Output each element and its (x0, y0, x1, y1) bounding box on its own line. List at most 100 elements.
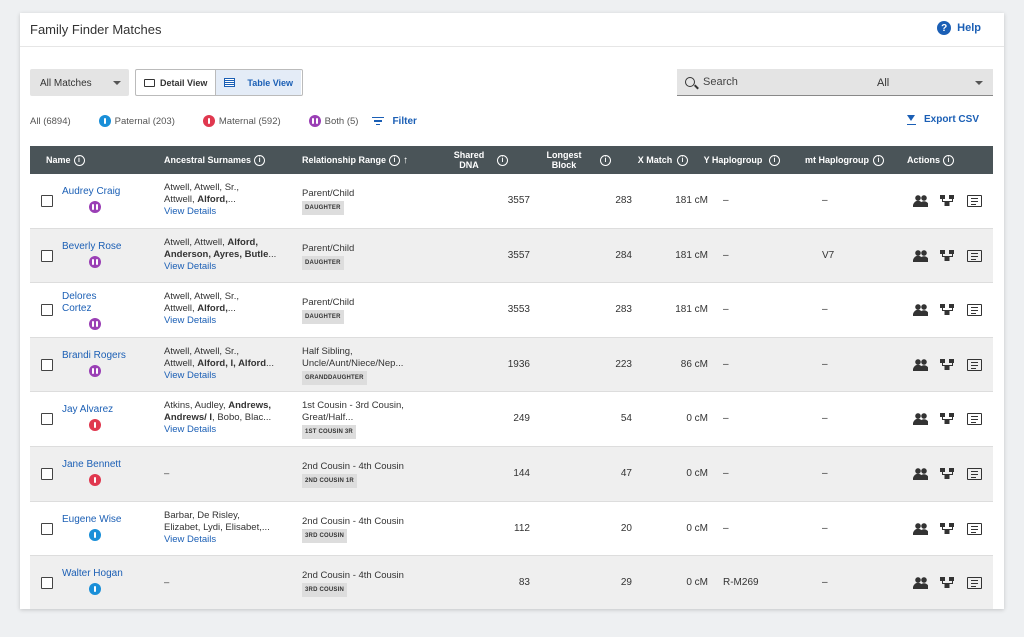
col-x-match[interactable]: X Match i (636, 146, 688, 174)
export-csv-button[interactable]: Export CSV (906, 113, 979, 125)
match-name-link[interactable]: Brandi Rogers (62, 350, 152, 377)
compare-people-icon[interactable] (913, 413, 928, 426)
match-name-link[interactable]: Beverly Rose (62, 241, 152, 268)
family-tree-icon[interactable] (940, 413, 955, 425)
y-haplogroup: – (723, 249, 729, 261)
match-name-link[interactable]: Audrey Craig (62, 186, 152, 213)
filter-button[interactable]: Filter (372, 116, 417, 127)
search-input[interactable] (703, 76, 853, 88)
row-checkbox[interactable] (41, 249, 53, 262)
row-checkbox[interactable] (41, 522, 53, 535)
row-checkbox[interactable] (41, 195, 53, 207)
relationship-tag: 2ND COUSIN 1R (302, 473, 357, 488)
ancestral-surnames: Barbar, De Risley, Elizabet, Lydi, Elisab… (164, 510, 284, 546)
relationship-range: 2nd Cousin - 4th Cousin 3RD COUSIN (302, 516, 427, 543)
col-name[interactable]: Name i (46, 146, 85, 174)
view-details-link[interactable]: View Details (164, 206, 217, 217)
family-tree-icon[interactable] (940, 358, 955, 371)
family-tree-icon[interactable] (940, 467, 955, 480)
view-details-link[interactable]: View Details (164, 315, 217, 327)
row-checkbox[interactable] (41, 304, 53, 317)
col-mt-haplogroup[interactable]: mt Haplogroup i (804, 146, 884, 174)
info-icon[interactable]: i (497, 154, 508, 166)
match-name-link[interactable]: Jane Bennett (62, 459, 152, 486)
info-icon[interactable]: i (769, 154, 780, 166)
row-checkbox[interactable] (41, 577, 53, 590)
col-longest[interactable]: Longest Block i (545, 146, 611, 174)
compare-people-icon[interactable] (913, 358, 928, 371)
relationship-tag: GRANDDAUGHTER (302, 370, 367, 385)
notes-icon[interactable] (967, 467, 982, 480)
relationship-tag: 3RD COUSIN (302, 583, 348, 598)
y-haplogroup: – (723, 304, 729, 316)
family-tree-icon[interactable] (940, 249, 955, 262)
ancestral-surnames: – (164, 577, 284, 589)
detail-view-button[interactable]: Detail View (136, 70, 215, 95)
col-y-haplogroup[interactable]: Y Haplogroup i (700, 146, 780, 174)
notes-icon[interactable] (967, 249, 982, 262)
matches-table-body: Audrey Craig Atwell, Atwell, Sr., Attwell,… (30, 174, 993, 609)
view-details-link[interactable]: View Details (164, 533, 217, 545)
both-icon (89, 255, 101, 268)
match-filter-dropdown[interactable]: All Matches (30, 69, 129, 96)
family-tree-icon[interactable] (940, 195, 955, 207)
side-filter-bar: All (6894) Paternal (203) Maternal (592)… (30, 115, 417, 127)
view-details-link[interactable]: View Details (164, 260, 217, 272)
info-icon[interactable]: i (600, 154, 611, 166)
longest-block: 223 (615, 358, 632, 370)
search-scope-dropdown[interactable]: All (867, 69, 993, 96)
surnames-text: Atwell, Attwell, Alford, Anderson, Ayres,… (164, 236, 277, 260)
view-details-link[interactable]: View Details (164, 369, 217, 381)
row-checkbox[interactable] (41, 413, 53, 426)
match-name-link[interactable]: Jay Alvarez (62, 404, 152, 432)
relationship-text: Parent/Child (302, 242, 355, 254)
help-link[interactable]: ? Help (937, 21, 981, 35)
compare-people-icon[interactable] (913, 304, 928, 317)
match-name-link[interactable]: Eugene Wise (62, 514, 152, 541)
x-match: 86 cM (680, 358, 708, 370)
match-name-link[interactable]: Walter Hogan (62, 568, 152, 596)
filter-maternal[interactable]: Maternal (592) (202, 115, 281, 127)
row-checkbox[interactable] (41, 467, 53, 480)
notes-icon[interactable] (967, 304, 982, 317)
match-name-link[interactable]: Delores Cortez (62, 291, 152, 331)
family-tree-icon[interactable] (940, 304, 955, 316)
match-filter-value: All Matches (40, 78, 92, 89)
row-actions (913, 249, 982, 262)
col-surnames[interactable]: Ancestral Surnames i (164, 146, 266, 174)
notes-icon[interactable] (967, 358, 982, 371)
relationship-range: Parent/Child DAUGHTER (302, 243, 427, 270)
view-details-link[interactable]: View Details (164, 424, 217, 436)
col-relationship[interactable]: Relationship Range i ↑ (302, 146, 408, 174)
relationship-range: Parent/Child DAUGHTER (302, 188, 427, 215)
compare-people-icon[interactable] (913, 577, 928, 590)
info-icon[interactable]: i (73, 154, 85, 166)
search-box (677, 69, 867, 96)
row-checkbox[interactable] (41, 358, 53, 371)
col-mt-label: mt Haplogroup (805, 155, 869, 165)
info-icon[interactable]: i (254, 154, 266, 166)
family-tree-icon[interactable] (940, 577, 955, 589)
notes-icon[interactable] (967, 577, 982, 590)
compare-people-icon[interactable] (913, 467, 928, 480)
both-icon (89, 318, 101, 331)
filter-both[interactable]: Both (5) (308, 115, 358, 127)
info-icon[interactable]: i (389, 154, 401, 166)
filter-paternal[interactable]: Paternal (203) (98, 115, 175, 127)
compare-people-icon[interactable] (913, 522, 928, 535)
info-icon[interactable]: i (943, 154, 955, 166)
relationship-tag: DAUGHTER (302, 201, 344, 215)
notes-icon[interactable] (967, 195, 982, 207)
filter-all[interactable]: All (6894) (30, 116, 71, 127)
view-toggle: Detail View Table View (135, 69, 303, 96)
notes-icon[interactable] (967, 413, 982, 426)
y-haplogroup: – (723, 467, 729, 479)
compare-people-icon[interactable] (913, 249, 928, 262)
family-tree-icon[interactable] (940, 522, 955, 535)
compare-people-icon[interactable] (913, 195, 928, 207)
table-view-button[interactable]: Table View (215, 70, 302, 95)
notes-icon[interactable] (967, 522, 982, 535)
info-icon[interactable]: i (677, 154, 688, 166)
info-icon[interactable]: i (873, 154, 884, 166)
col-shared[interactable]: Shared DNA i (450, 146, 508, 174)
